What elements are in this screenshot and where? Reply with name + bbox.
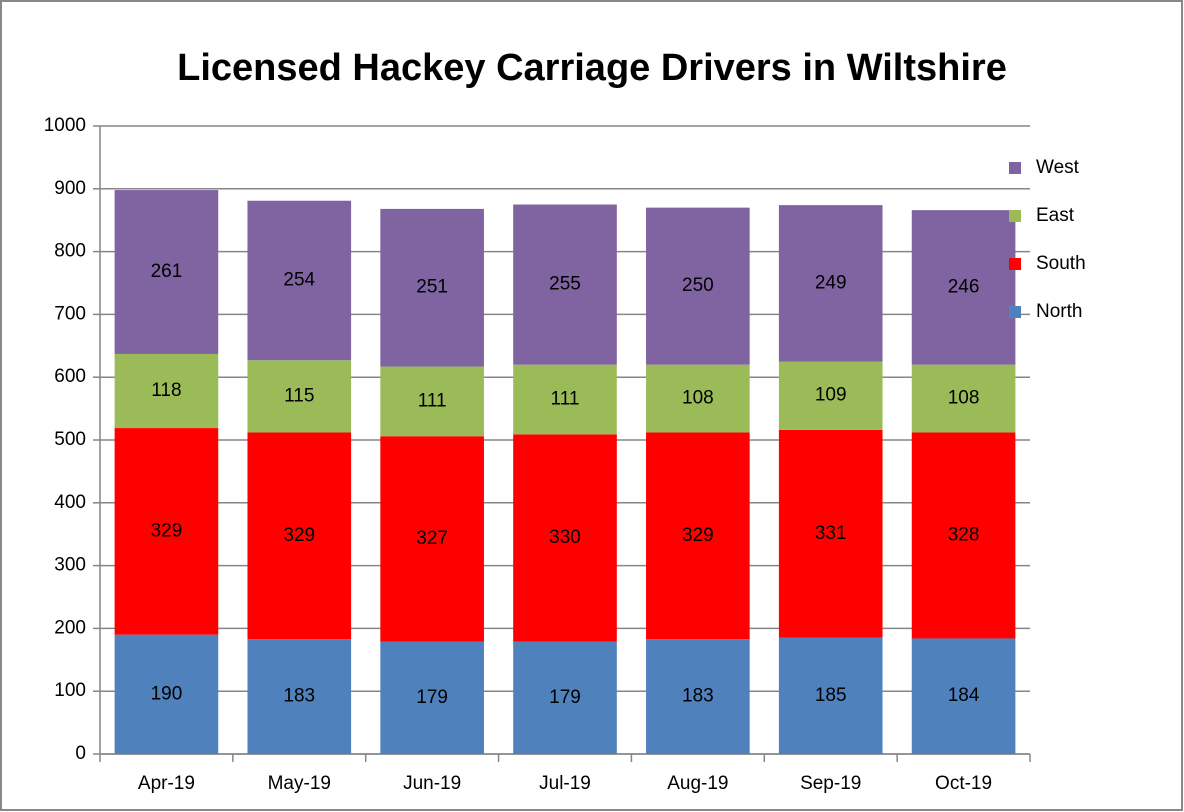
bar-segment xyxy=(114,353,219,429)
x-tick-label: Apr-19 xyxy=(138,773,195,794)
x-tick-label: Sep-19 xyxy=(800,773,861,794)
data-label: 255 xyxy=(549,274,581,295)
x-tick-label: Jul-19 xyxy=(539,773,591,794)
data-label: 179 xyxy=(416,687,448,708)
data-label: 254 xyxy=(283,270,315,291)
data-label: 108 xyxy=(682,388,714,409)
bar-segment xyxy=(646,432,750,640)
legend-label: West xyxy=(1036,157,1080,178)
x-tick-label: May-19 xyxy=(268,773,331,794)
bar-segment xyxy=(380,366,484,437)
bar-segment xyxy=(778,429,883,638)
data-label: 183 xyxy=(682,686,714,707)
y-tick-label: 400 xyxy=(54,492,86,513)
bar-segment xyxy=(114,634,219,754)
legend-swatch xyxy=(1009,162,1021,174)
y-tick-label: 900 xyxy=(54,178,86,199)
bar-segment xyxy=(247,639,352,754)
legend-label: South xyxy=(1036,253,1086,274)
bar-segment xyxy=(513,204,617,365)
bar-segment xyxy=(513,641,617,754)
data-label: 330 xyxy=(549,527,581,548)
bar-segment xyxy=(513,364,617,435)
data-label: 111 xyxy=(418,390,447,411)
bar-segment xyxy=(513,434,617,642)
data-label: 108 xyxy=(948,388,980,409)
data-label: 329 xyxy=(283,525,315,546)
legend-swatch xyxy=(1009,306,1021,318)
x-tick-label: Aug-19 xyxy=(667,773,728,794)
bar-segment xyxy=(380,641,484,754)
data-label: 118 xyxy=(151,380,181,401)
bar-segment xyxy=(247,360,352,433)
bar-segment xyxy=(247,432,352,640)
data-label: 184 xyxy=(948,685,980,706)
bar-segment xyxy=(646,207,750,365)
bar-segment xyxy=(247,200,352,361)
data-label: 327 xyxy=(416,528,448,549)
data-label: 331 xyxy=(815,523,847,544)
data-label: 190 xyxy=(151,683,183,704)
legend-swatch xyxy=(1009,210,1021,222)
bar-segment xyxy=(380,208,484,367)
bar-segment xyxy=(114,190,219,354)
bar-segment xyxy=(380,436,484,642)
data-label: 329 xyxy=(151,520,183,541)
data-label: 109 xyxy=(815,385,847,406)
y-tick-label: 200 xyxy=(54,617,86,638)
bar-segment xyxy=(778,205,883,362)
bar-segment xyxy=(778,637,883,754)
y-tick-label: 0 xyxy=(75,743,86,764)
data-label: 329 xyxy=(682,525,714,546)
data-label: 183 xyxy=(283,686,315,707)
y-tick-label: 500 xyxy=(54,429,86,450)
y-tick-label: 800 xyxy=(54,241,86,262)
data-label: 261 xyxy=(151,261,183,282)
x-tick-label: Jun-19 xyxy=(403,773,461,794)
legend-label: East xyxy=(1036,205,1075,226)
bar-segment xyxy=(911,364,1016,433)
data-label: 251 xyxy=(416,277,448,298)
bar-segment xyxy=(911,638,1016,754)
data-label: 328 xyxy=(948,524,980,545)
legend-label: North xyxy=(1036,301,1082,322)
data-label: 115 xyxy=(284,385,314,406)
data-label: 246 xyxy=(948,276,980,297)
bar-segment xyxy=(911,210,1016,365)
legend-swatch xyxy=(1009,258,1021,270)
data-label: 179 xyxy=(549,687,581,708)
y-tick-label: 700 xyxy=(54,303,86,324)
bar-segment xyxy=(646,639,750,754)
y-tick-label: 600 xyxy=(54,366,86,387)
y-tick-label: 1000 xyxy=(44,115,86,136)
data-label: 249 xyxy=(815,272,847,293)
bar-segment xyxy=(646,364,750,433)
bar-segment xyxy=(778,361,883,430)
bar-segment xyxy=(911,432,1016,639)
y-tick-label: 100 xyxy=(54,680,86,701)
data-label: 185 xyxy=(815,685,847,706)
y-tick-label: 300 xyxy=(54,555,86,576)
data-label: 111 xyxy=(551,389,580,410)
data-label: 250 xyxy=(682,275,714,296)
chart-title: Licensed Hackey Carriage Drivers in Wilt… xyxy=(177,47,1007,89)
x-tick-label: Oct-19 xyxy=(935,773,992,794)
bar-segment xyxy=(114,428,219,635)
